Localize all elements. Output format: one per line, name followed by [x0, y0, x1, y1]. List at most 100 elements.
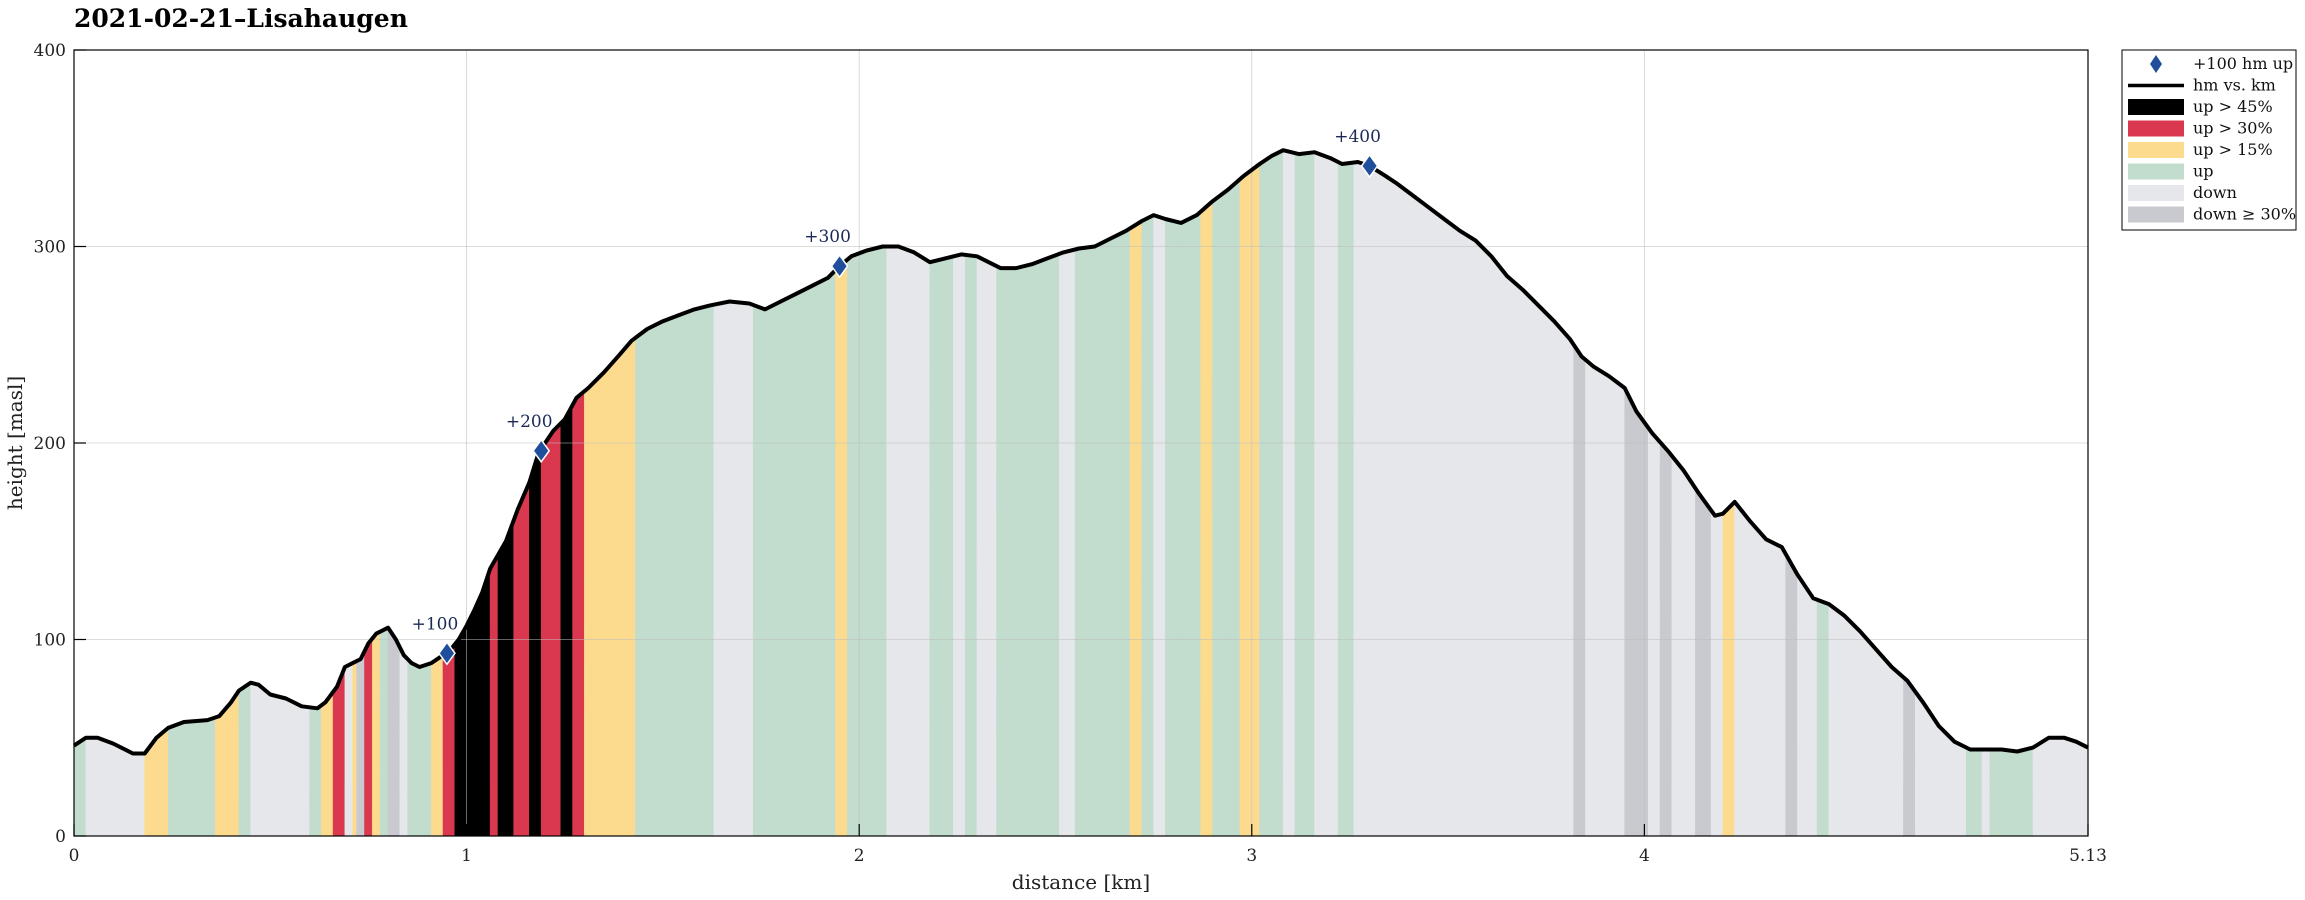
segment-up: [964, 254, 978, 837]
segment-down30: [356, 651, 365, 837]
segment-down: [399, 647, 409, 837]
segment-down: [886, 246, 931, 837]
y-tick-label: 0: [55, 827, 66, 847]
legend-swatch: [2128, 99, 2184, 115]
y-tick-label: 200: [34, 434, 66, 454]
segment-up15: [1239, 163, 1260, 837]
x-axis-label: distance [km]: [1012, 870, 1150, 894]
legend-swatch: [2128, 120, 2184, 137]
legend-label: down: [2193, 183, 2237, 202]
segment-up: [73, 737, 87, 837]
legend-swatch: [2128, 185, 2184, 201]
segment-down30: [1659, 441, 1673, 837]
hm-marker-label: +100: [412, 614, 459, 634]
legend-label: down ≥ 30%: [2193, 205, 2296, 224]
segment-up30: [540, 422, 562, 837]
segment-up: [1816, 599, 1830, 837]
hm-marker-label: +200: [506, 412, 553, 432]
segment-up45: [529, 448, 542, 837]
segment-up: [238, 682, 252, 837]
segment-up15: [1722, 501, 1736, 837]
segment-up: [1165, 218, 1182, 837]
legend-swatch: [2128, 142, 2184, 158]
legend-label: hm vs. km: [2193, 76, 2276, 95]
segment-down: [1648, 426, 1661, 837]
segment-up15: [584, 337, 636, 837]
hm-marker-diamond: [830, 253, 849, 279]
segment-up45: [454, 568, 491, 837]
segment-up30: [442, 643, 456, 837]
legend: +100 hm up hm vs. km up > 45% up > 30% up > …: [2121, 49, 2297, 231]
segment-down: [1914, 690, 1967, 837]
grid-lines: [74, 50, 2088, 836]
segment-up30: [572, 390, 585, 837]
segment-up15: [835, 258, 848, 837]
legend-items: +100 hm up hm vs. km up > 45% up > 30% up > …: [2128, 54, 2296, 224]
y-axis-label: height [masl]: [3, 376, 27, 510]
segment-down: [1059, 249, 1076, 837]
segment-up: [407, 658, 432, 837]
chart-title: 2021-02-21–Lisahaugen: [74, 4, 408, 33]
segment-down: [1353, 161, 1574, 837]
segment-up: [309, 704, 322, 837]
x-tick-label: 4: [1639, 846, 1650, 866]
segment-down: [976, 255, 997, 837]
segment-down: [1710, 509, 1724, 837]
segment-up15: [1200, 200, 1213, 837]
segment-up: [1989, 747, 2034, 837]
x-tick-label: 3: [1246, 846, 1257, 866]
segment-up45: [497, 520, 515, 837]
segment-up15: [214, 689, 240, 837]
legend-label: +100 hm up: [2193, 54, 2293, 73]
segment-up: [1259, 149, 1284, 837]
legend-diamond-icon: [2150, 55, 2162, 73]
segment-up: [1966, 747, 1983, 837]
segment-up: [379, 627, 389, 837]
y-tick-label: 400: [34, 41, 66, 61]
x-tick-label: 5.13: [2069, 846, 2107, 866]
legend-label: up > 30%: [2193, 119, 2273, 138]
segment-down: [1734, 501, 1786, 837]
hm-marker-label: +300: [804, 227, 851, 247]
segment-down30: [1903, 676, 1916, 837]
segment-up30: [489, 553, 499, 837]
y-tick-label: 300: [34, 238, 66, 258]
x-tick-label: 2: [854, 846, 865, 866]
segment-up: [1212, 188, 1229, 837]
hm-markers: +100 +200 +300 +400: [412, 127, 1381, 666]
segment-down30: [387, 626, 401, 837]
segment-down: [1153, 214, 1166, 837]
segment-down30: [1573, 343, 1586, 837]
segment-down: [1585, 359, 1626, 837]
segment-up15: [144, 727, 169, 837]
segment-up45: [560, 404, 573, 837]
hm-marker-diamond: [438, 640, 456, 666]
segment-up15: [352, 660, 358, 837]
segment-up: [1294, 151, 1315, 837]
segment-down: [344, 662, 354, 837]
segment-down30: [1695, 487, 1712, 837]
legend-swatch: [2128, 163, 2184, 180]
y-tick-label: 100: [34, 631, 66, 651]
segment-down: [2032, 737, 2089, 837]
segment-up: [752, 269, 836, 837]
segment-up: [167, 716, 216, 837]
elevation-line: [72, 148, 2089, 756]
hm-marker-diamond: [1360, 153, 1379, 179]
legend-label: up > 15%: [2193, 140, 2273, 159]
hm-marker-diamond: [532, 438, 551, 464]
segment-up15: [320, 690, 334, 837]
segment-up: [929, 255, 954, 837]
segment-up15: [372, 631, 381, 837]
gradient-segments: [73, 149, 2089, 837]
segment-down: [1797, 573, 1818, 837]
segment-up: [996, 253, 1060, 837]
x-tick-label: 1: [461, 846, 472, 866]
segment-up: [1180, 210, 1202, 837]
legend-label: up > 45%: [2193, 97, 2273, 116]
segment-up30: [513, 482, 530, 837]
x-tick-label: 0: [69, 846, 80, 866]
segment-down30: [1785, 552, 1798, 837]
segment-up: [1141, 214, 1154, 837]
